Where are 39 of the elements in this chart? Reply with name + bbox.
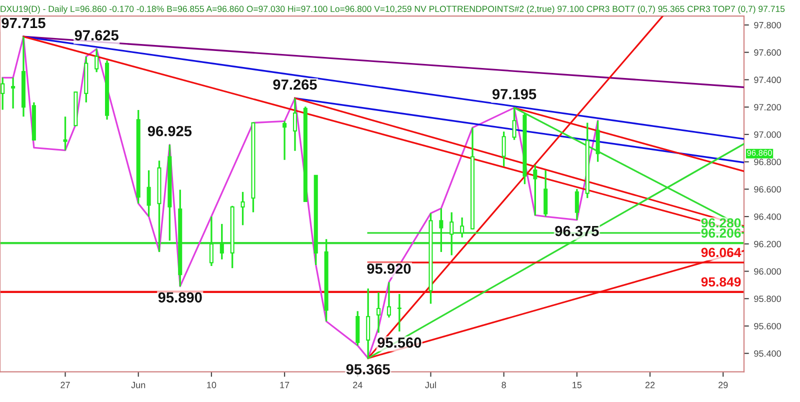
y-tick-label: 97.600 xyxy=(754,49,781,56)
y-tick-label: 96.000 xyxy=(754,268,781,275)
x-tick-label: Jun xyxy=(131,382,146,388)
y-tick-label: 97.200 xyxy=(754,104,781,110)
chart-title: DXU19(D) - Daily L=96.860 -0.170 -0.18% B=96.855 A=96.860 O=97.030 Hi=97.100 Lo=96.800 V=10,259 NV PLOTTRENDPOINTS#2 (2,true) 97.100 CPR3 BOT7 (0,7) 95.365 CPR3 TOP7 (0,7) 97.715 xyxy=(0,6,785,14)
ref-line-label: 96.206 xyxy=(701,228,741,238)
y-tick-label: 96.600 xyxy=(754,186,781,193)
y-tick-label: 96.200 xyxy=(754,240,781,248)
y-tick-label: 95.400 xyxy=(754,350,781,357)
y-tick-label: 97.400 xyxy=(754,76,781,84)
annotation: 95.365 xyxy=(346,364,390,374)
annotation: 97.265 xyxy=(273,79,317,90)
annotation: 95.890 xyxy=(158,292,202,303)
x-tick-label: 17 xyxy=(280,382,290,388)
annotation: 97.625 xyxy=(74,30,118,40)
y-tick-label: 97.800 xyxy=(754,22,781,28)
y-tick-label: 96.400 xyxy=(754,214,781,220)
x-tick-label: 24 xyxy=(353,382,362,388)
y-tick-label: 95.800 xyxy=(754,296,781,302)
ref-line-label: 95.849 xyxy=(701,277,741,287)
series-label: 96.064 xyxy=(701,248,742,258)
annotation: 95.920 xyxy=(367,263,411,274)
annotation: 95.560 xyxy=(378,337,422,348)
x-tick-label: 22 xyxy=(645,382,655,388)
annotation: 97.195 xyxy=(492,88,536,100)
annotation: 96.375 xyxy=(555,226,599,236)
x-tick-label: 10 xyxy=(207,382,216,388)
x-tick-label: 15 xyxy=(572,382,582,388)
text: 96.860 xyxy=(747,150,772,156)
annotation: 97.715 xyxy=(2,18,46,28)
series-label: 96.280 xyxy=(701,218,741,228)
x-tick-label: Jul xyxy=(425,382,436,388)
x-tick-label: 27 xyxy=(60,382,70,388)
annotation: 96.925 xyxy=(148,126,192,136)
y-tick-label: 95.600 xyxy=(754,322,781,330)
y-tick-label: 97.000 xyxy=(754,131,781,138)
x-tick-label: 8 xyxy=(502,382,506,388)
x-tick-label: 29 xyxy=(718,382,728,388)
y-tick-label: 96.800 xyxy=(754,158,781,166)
